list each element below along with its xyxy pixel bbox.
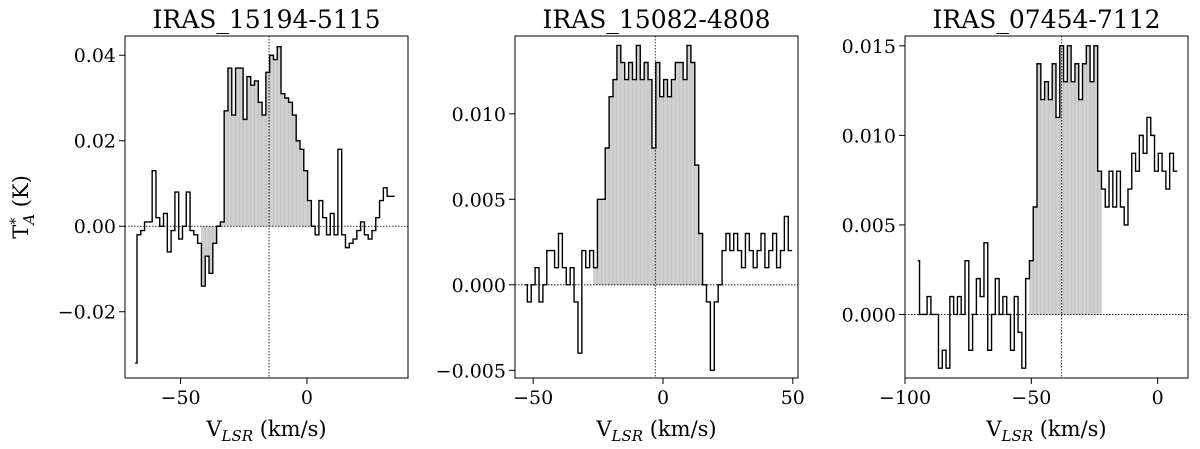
plot-frame — [124, 35, 409, 379]
fill-bar — [1082, 63, 1087, 315]
fill-bar — [250, 84, 255, 227]
fill-bar — [671, 79, 676, 286]
y-axis-label-sup: * — [8, 218, 24, 225]
fill-bar — [612, 79, 618, 286]
x-axis-label-unit: (km/s) — [1033, 417, 1107, 441]
fill-bar — [675, 62, 680, 286]
y-tick-label: 0.005 — [842, 215, 896, 237]
fill-bar — [288, 102, 293, 227]
fill-bar — [1078, 99, 1083, 315]
fill-bar — [273, 59, 278, 227]
fill-bar — [686, 45, 692, 286]
plot-frame — [514, 35, 799, 379]
fill-bar — [643, 62, 649, 286]
y-tick-label: −0.005 — [436, 360, 506, 382]
fill-bar — [205, 226, 210, 257]
spectrum-line — [135, 45, 395, 364]
fill-bar — [636, 45, 641, 286]
fill-bar — [616, 45, 622, 286]
y-tick-label: 0.015 — [842, 36, 896, 58]
x-tick-label: 0 — [301, 387, 313, 409]
x-tick-label: −100 — [879, 387, 931, 409]
x-tick-label: 0 — [657, 387, 669, 409]
fill-bar — [261, 114, 267, 227]
fill-bar — [295, 140, 301, 227]
y-axis-label: T*A (K) — [8, 175, 38, 239]
y-axis-label-unit: (K) — [9, 175, 33, 214]
fill-bar — [640, 79, 645, 286]
y-tick-label: 0.000 — [842, 304, 896, 326]
fill-bar — [624, 79, 629, 286]
chart-title: IRAS_15194-5115 — [153, 5, 381, 34]
fill-bar — [231, 114, 236, 227]
y-tick-label: −0.02 — [58, 302, 116, 324]
x-tick-label: −50 — [161, 387, 201, 409]
y-tick-label: 0.010 — [842, 125, 896, 147]
panel-3: IRAS_07454-7112 −100 −50 0 0.000 0.005 0.010 0.… — [842, 5, 1189, 445]
y-tick-label: 0.005 — [452, 189, 506, 211]
x-tick-label: −50 — [1011, 387, 1051, 409]
fill-bar — [1089, 81, 1095, 315]
fill-bar — [1074, 63, 1079, 315]
y-tick-label: 0.04 — [74, 45, 116, 67]
y-axis-label-main: T — [9, 225, 33, 239]
spectrum-line — [917, 45, 1178, 369]
plot-frame — [904, 35, 1189, 379]
fill-bar — [1055, 117, 1060, 315]
x-axis-label: VLSR (km/s) — [595, 417, 716, 445]
fill-bar — [1044, 81, 1049, 315]
x-axis-label-main: V — [985, 417, 1002, 441]
x-axis-label-sub: LSR — [1001, 427, 1034, 445]
fill-bar — [659, 96, 664, 286]
fill-bar — [1097, 170, 1102, 315]
fill-bar — [242, 119, 248, 227]
y-axis-label-sub: A — [20, 214, 38, 227]
fill-bar — [1048, 99, 1053, 315]
fill-bar — [663, 79, 668, 286]
panel-2: IRAS_15082-4808 −50 0 50 −0.005 0.000 0.005 0.0… — [436, 5, 805, 445]
fill-bar — [620, 62, 625, 286]
y-tick-label: 0.000 — [452, 275, 506, 297]
fill-bar — [593, 267, 598, 286]
fill-bar — [1070, 81, 1076, 315]
fill-bar — [682, 79, 688, 286]
spectrum-line — [525, 44, 793, 372]
fill-bar — [667, 96, 672, 286]
fill-bar — [679, 62, 684, 286]
fill-bar — [1040, 99, 1045, 315]
x-axis-label-sub: LSR — [611, 427, 644, 445]
y-tick-label: 0.010 — [452, 104, 506, 126]
x-axis-label-unit: (km/s) — [643, 417, 717, 441]
chart-title: IRAS_07454-7112 — [933, 5, 1161, 34]
fill-bar — [632, 79, 637, 286]
x-axis-label: VLSR (km/s) — [205, 417, 326, 445]
panel-1: IRAS_15194-5115 −50 0 −0.02 0.00 0.02 0.04 VLSR… — [8, 5, 409, 445]
fill-bar — [1086, 45, 1091, 315]
fill-bar — [280, 93, 286, 227]
fill-bar — [269, 55, 274, 227]
x-axis-label-unit: (km/s) — [253, 417, 327, 441]
x-axis-label-main: V — [595, 417, 612, 441]
x-axis-label-main: V — [205, 417, 222, 441]
fill-bar — [601, 199, 606, 286]
fill-bar — [1067, 45, 1072, 315]
x-tick-label: −50 — [513, 387, 553, 409]
y-tick-label: 0.02 — [74, 131, 116, 153]
chart-title: IRAS_15082-4808 — [543, 5, 771, 34]
x-tick-label: 0 — [1152, 387, 1164, 409]
x-axis-label: VLSR (km/s) — [985, 417, 1106, 445]
x-tick-label: 50 — [781, 387, 805, 409]
fill-bar — [628, 62, 633, 286]
fill-bar — [1063, 81, 1068, 315]
fill-bar — [284, 97, 289, 227]
fill-bar — [258, 102, 263, 227]
y-tick-label: 0.00 — [74, 216, 116, 238]
x-axis-label-sub: LSR — [221, 427, 254, 445]
